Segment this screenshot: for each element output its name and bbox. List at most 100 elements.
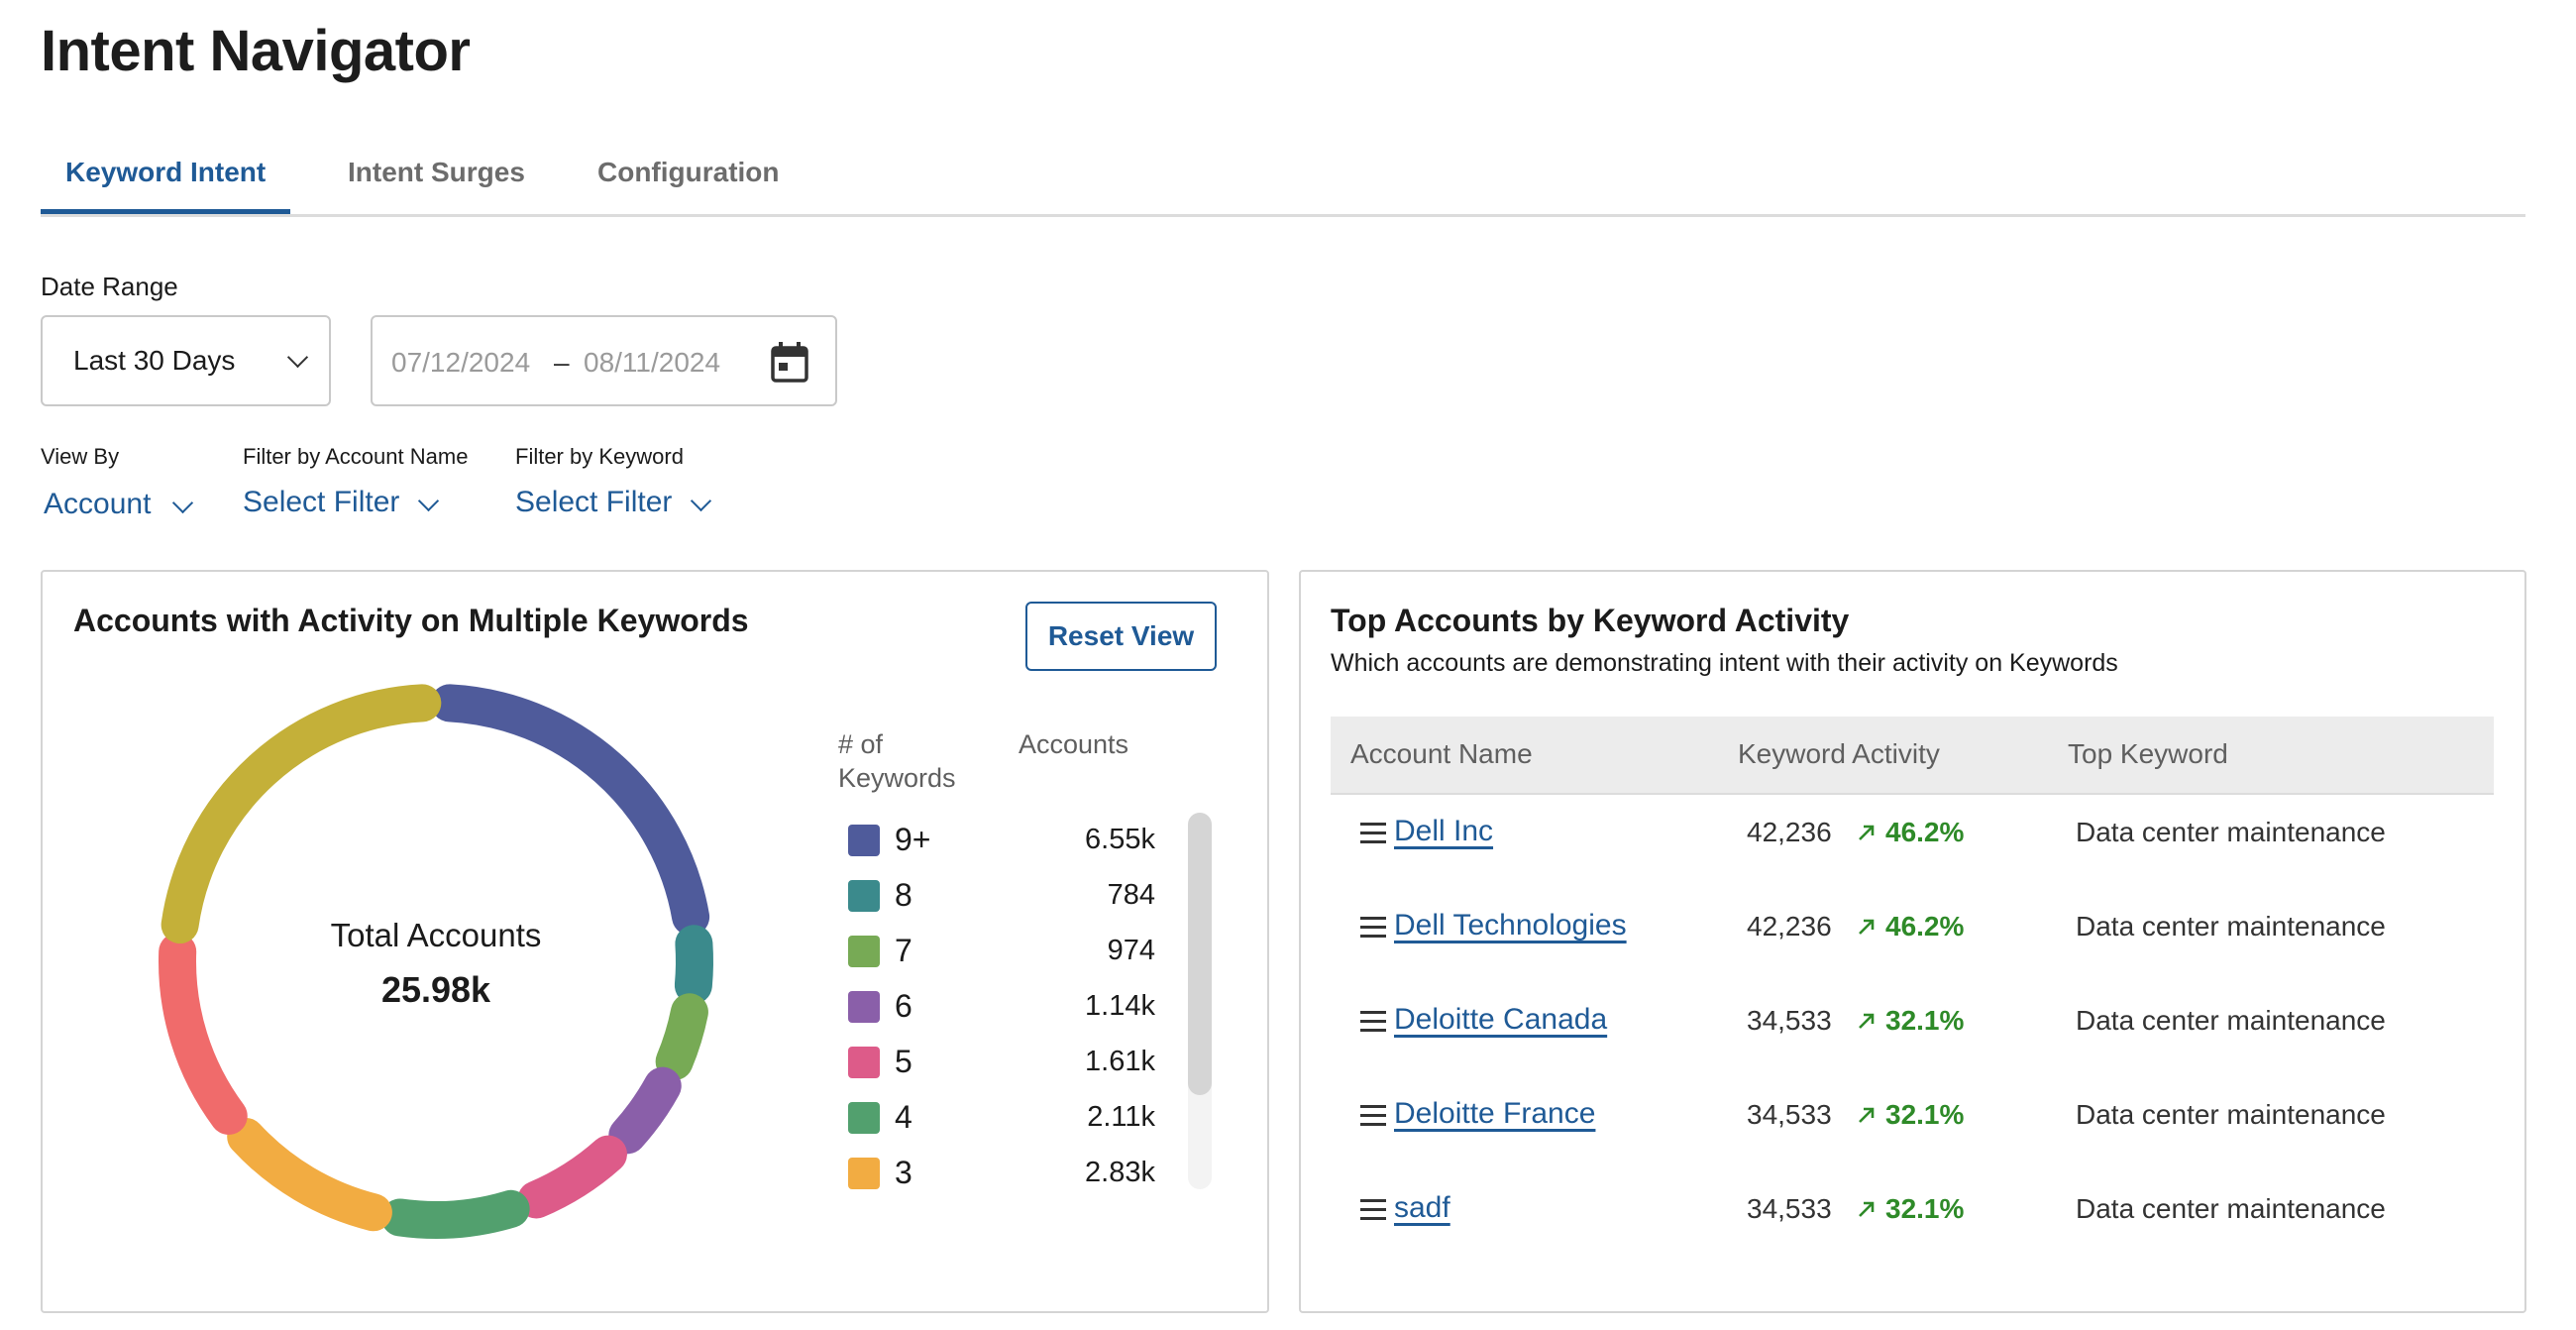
donut-slice-8[interactable] — [674, 925, 713, 1005]
date-range-preset-value: Last 30 Days — [73, 345, 236, 376]
legend-scrollbar-track[interactable] — [1188, 813, 1212, 1189]
account-link[interactable]: Deloitte Canada — [1394, 1003, 1608, 1036]
legend-swatch — [848, 880, 880, 912]
drag-handle-icon[interactable] — [1360, 823, 1386, 849]
trend-up-badge: 46.2% — [1856, 911, 1964, 942]
donut-slice-other-1[interactable] — [159, 933, 248, 1135]
donut-slice-6[interactable] — [608, 1066, 682, 1155]
date-range-preset-select[interactable]: Last 30 Days — [41, 315, 331, 406]
donut-slice-7[interactable] — [655, 993, 708, 1081]
arrow-up-right-icon — [1859, 1107, 1875, 1123]
legend-label: 9+ — [895, 822, 931, 857]
calendar-icon[interactable] — [769, 341, 810, 385]
trend-value: 46.2% — [1885, 911, 1965, 942]
column-header-account-name: Account Name — [1350, 738, 1533, 769]
legend-header-accounts: Accounts — [1019, 729, 1129, 759]
trend-up-badge: 32.1% — [1856, 1193, 1964, 1225]
legend-item[interactable]: 5 1.61k — [848, 1042, 1155, 1081]
drag-handle-icon[interactable] — [1360, 1199, 1386, 1226]
filter-account-select[interactable]: Select Filter — [243, 486, 440, 519]
legend-item[interactable]: 7 974 — [848, 931, 1155, 970]
column-header-top-keyword: Top Keyword — [2068, 738, 2228, 769]
top-accounts-card — [1299, 570, 2526, 1313]
legend-value: 1.61k — [1085, 1046, 1155, 1077]
top-keyword-value: Data center maintenance — [2076, 1193, 2386, 1224]
filter-keyword-select[interactable]: Select Filter — [515, 486, 712, 519]
legend-header-keywords: # of Keywords — [838, 729, 956, 793]
drag-handle-icon[interactable] — [1360, 1105, 1386, 1132]
tab-bar: Keyword Intent Intent Surges Configurati… — [41, 149, 2525, 217]
arrow-up-right-icon — [1859, 1013, 1875, 1029]
legend-item[interactable]: 4 2.11k — [848, 1097, 1155, 1137]
reset-view-button[interactable]: Reset View — [1025, 602, 1217, 671]
legend-item[interactable]: 8 784 — [848, 875, 1155, 915]
legend-value: 784 — [1107, 879, 1155, 911]
keyword-activity-value: 42,236 — [1747, 911, 1832, 942]
donut-slice-4[interactable] — [380, 1189, 530, 1239]
donut-chart[interactable] — [129, 654, 743, 1269]
account-link[interactable]: Dell Technologies — [1394, 909, 1627, 942]
keyword-activity-value: 34,533 — [1747, 1193, 1832, 1224]
legend-swatch — [848, 825, 880, 856]
table-row: Dell Inc 42,236 46.2% Data center maintenan… — [1331, 793, 2494, 887]
date-start: 07/12/2024 — [391, 347, 531, 378]
legend-swatch — [848, 936, 880, 967]
donut-slice-3[interactable] — [227, 1118, 392, 1232]
table-row: Deloitte France 34,533 32.1% Data center ma… — [1331, 1075, 2494, 1169]
legend-item[interactable]: 3 2.83k — [848, 1153, 1155, 1192]
filter-keyword-label: Filter by Keyword — [515, 444, 684, 469]
donut-card-title: Accounts with Activity on Multiple Keywo… — [73, 603, 749, 638]
legend-label: 5 — [895, 1044, 912, 1079]
keyword-activity-value: 34,533 — [1747, 1099, 1832, 1130]
legend-swatch — [848, 1102, 880, 1134]
account-link[interactable]: Deloitte France — [1394, 1097, 1596, 1130]
legend-label: 6 — [895, 988, 912, 1024]
top-keyword-value: Data center maintenance — [2076, 911, 2386, 942]
table-row: Dell Technologies 42,236 46.2% Data center … — [1331, 887, 2494, 981]
keyword-activity-card — [41, 570, 1269, 1313]
table-card-subtitle: Which accounts are demonstrating intent … — [1331, 649, 2118, 677]
trend-value: 32.1% — [1885, 1005, 1965, 1036]
drag-handle-icon[interactable] — [1360, 1011, 1386, 1038]
tab-keyword-intent[interactable]: Keyword Intent — [41, 149, 291, 214]
arrow-up-right-icon — [1859, 1201, 1875, 1217]
legend-item[interactable]: 6 1.14k — [848, 986, 1155, 1026]
keyword-activity-value: 34,533 — [1747, 1005, 1832, 1036]
chevron-down-icon — [417, 490, 440, 512]
legend-value: 1.14k — [1085, 990, 1155, 1022]
column-header-keyword-activity: Keyword Activity — [1738, 738, 1940, 769]
legend-value: 6.55k — [1085, 824, 1155, 855]
date-range-input[interactable]: 07/12/2024 – 08/11/2024 — [371, 315, 837, 406]
date-range-label: Date Range — [41, 272, 178, 301]
account-link[interactable]: sadf — [1394, 1191, 1450, 1224]
filter-keyword-value: Select Filter — [515, 486, 673, 518]
tab-intent-surges[interactable]: Intent Surges — [348, 157, 525, 187]
table-row: sadf 34,533 32.1% Data center maintenance — [1331, 1169, 2494, 1264]
view-by-value: Account — [44, 488, 152, 520]
legend-label: 7 — [895, 933, 912, 968]
view-by-select[interactable]: Account — [44, 488, 194, 521]
donut-slice-5[interactable] — [517, 1135, 627, 1219]
tab-configuration[interactable]: Configuration — [597, 157, 780, 187]
legend-scrollbar-thumb[interactable] — [1188, 813, 1212, 1095]
keyword-activity-value: 42,236 — [1747, 817, 1832, 847]
drag-handle-icon[interactable] — [1360, 917, 1386, 943]
arrow-up-right-icon — [1859, 919, 1875, 935]
donut-slice-other-2[interactable] — [161, 684, 442, 944]
legend-value: 974 — [1107, 935, 1155, 966]
account-link[interactable]: Dell Inc — [1394, 815, 1494, 847]
date-separator: – — [554, 347, 570, 378]
legend-swatch — [848, 991, 880, 1023]
trend-value: 32.1% — [1885, 1193, 1965, 1224]
table-row: Deloitte Canada 34,533 32.1% Data center ma… — [1331, 981, 2494, 1075]
legend-item[interactable]: 9+ 6.55k — [848, 820, 1155, 859]
trend-up-badge: 32.1% — [1856, 1005, 1964, 1037]
chevron-down-icon — [171, 492, 194, 514]
chevron-down-icon — [690, 490, 712, 512]
filter-account-value: Select Filter — [243, 486, 400, 518]
donut-slice-9+[interactable] — [430, 684, 710, 937]
trend-value: 46.2% — [1885, 817, 1965, 847]
date-end: 08/11/2024 — [584, 347, 721, 378]
legend-label: 3 — [895, 1155, 912, 1190]
top-keyword-value: Data center maintenance — [2076, 1099, 2386, 1130]
